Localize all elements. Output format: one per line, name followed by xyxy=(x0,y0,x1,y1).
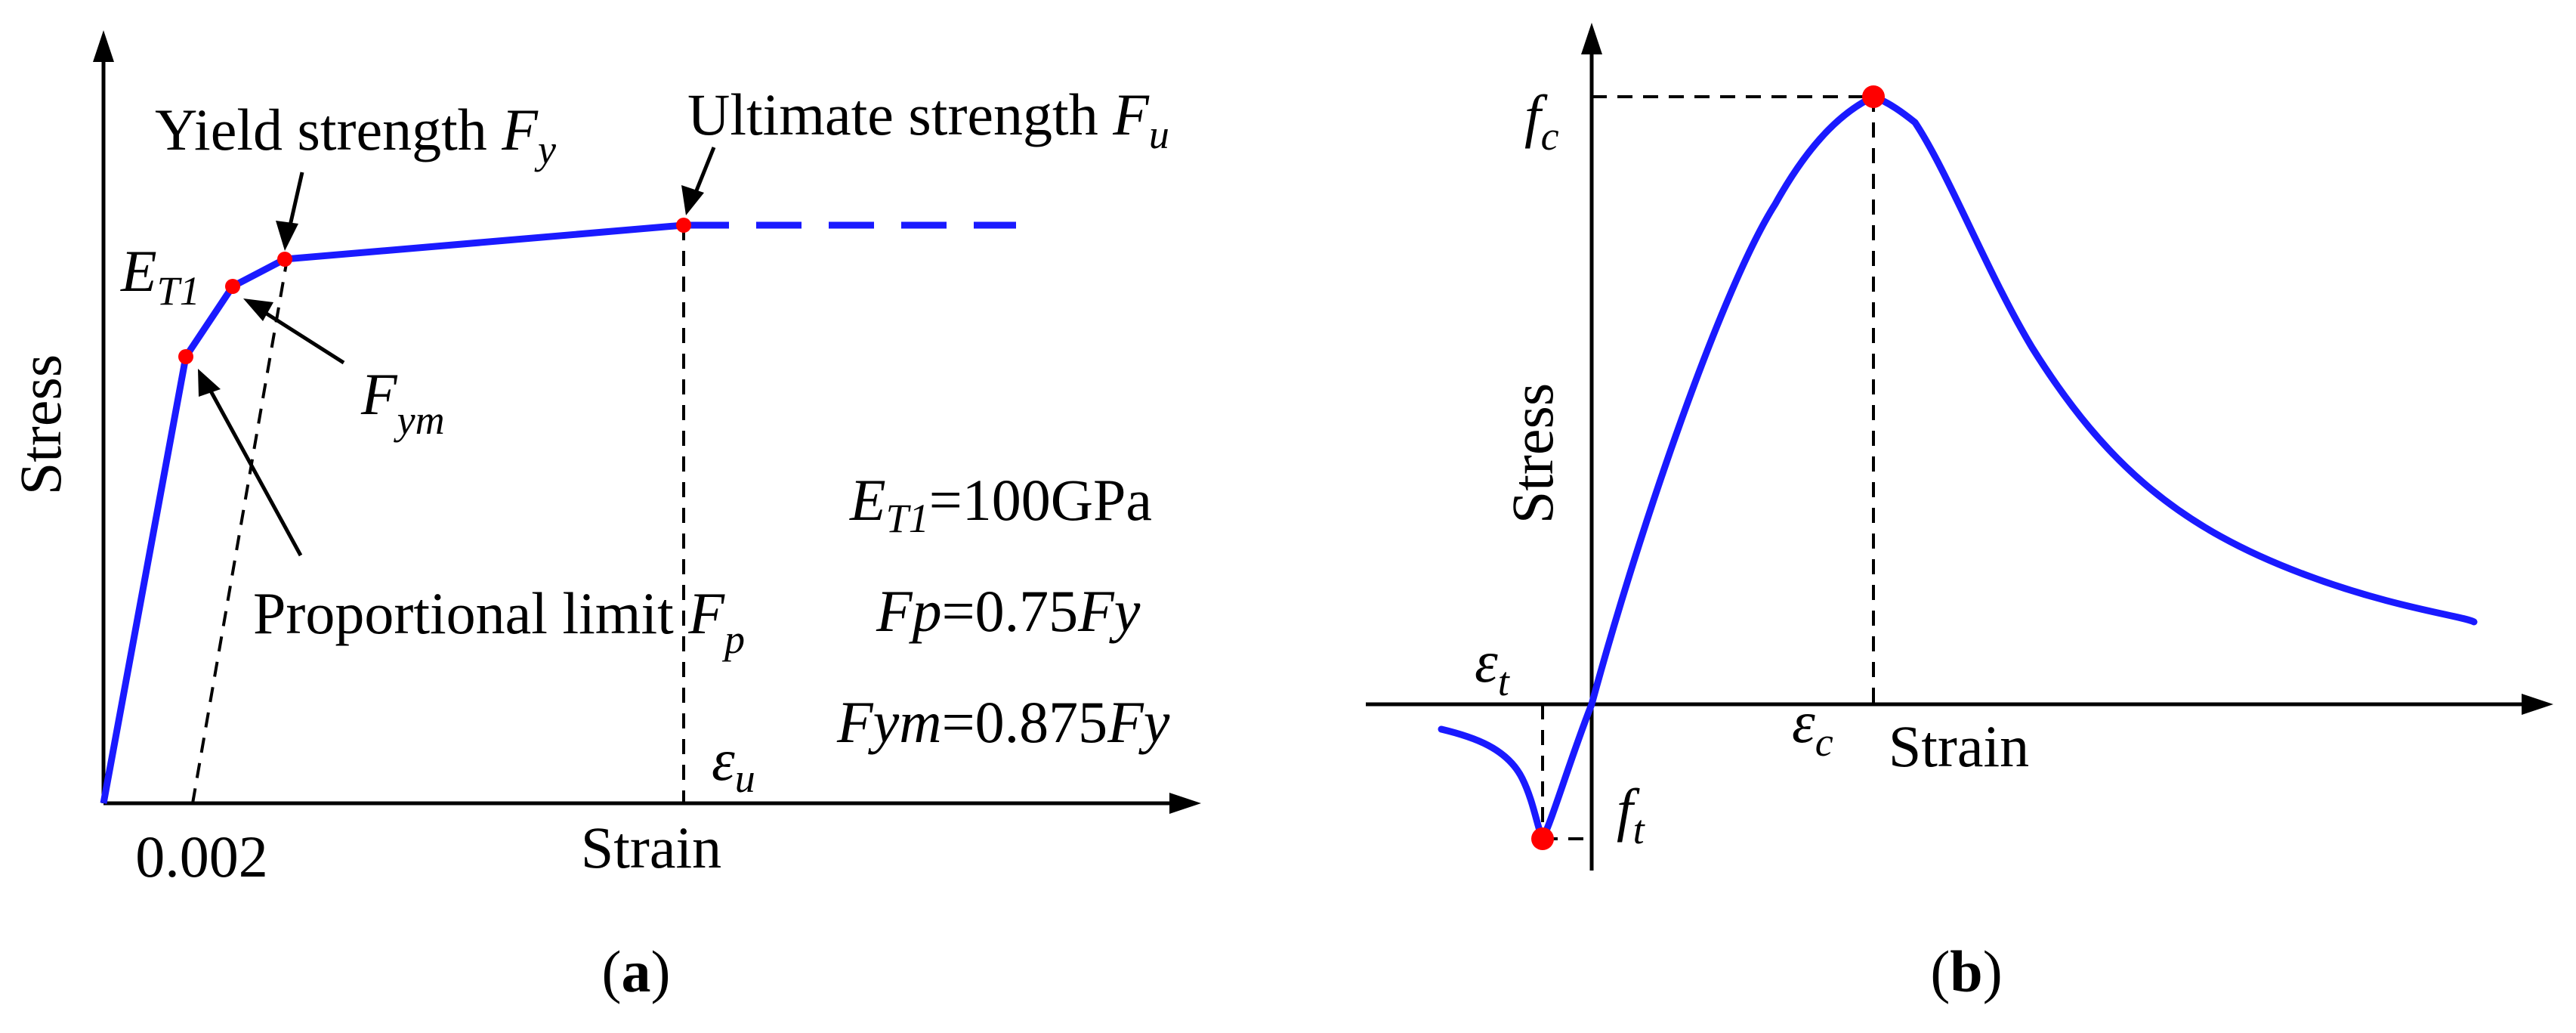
panel-b-y-label: Stress xyxy=(1500,383,1565,524)
proportional-arrow xyxy=(206,385,303,557)
yield-arrow-head xyxy=(276,221,298,251)
panel-b: Stress Strain fc ft εc εt (b) xyxy=(1366,23,2553,1004)
equation-fym: Fym=0.875Fy xyxy=(836,689,1170,755)
proportional-limit-point xyxy=(178,349,193,364)
panel-b-x-arrowhead xyxy=(2522,694,2553,715)
panel-b-caption: (b) xyxy=(1930,939,2002,1004)
panel-a-y-label: Stress xyxy=(8,354,73,495)
panel-b-x-label: Strain xyxy=(1889,713,2029,779)
panel-b-y-arrowhead xyxy=(1581,23,1602,54)
panel-a-y-arrowhead xyxy=(93,30,114,62)
fym-arrow-head xyxy=(243,298,273,321)
equation-fp: Fp=0.75Fy xyxy=(876,578,1141,644)
eps-c-label: εc xyxy=(1792,689,1833,765)
equation-et1: ET1=100GPa xyxy=(849,467,1152,541)
et1-label: ET1 xyxy=(120,238,200,314)
fc-label: fc xyxy=(1524,83,1559,159)
ultimate-strain-label: εu xyxy=(712,727,755,801)
proportional-label: Proportional limit Fp xyxy=(253,580,745,662)
panel-a-caption: (a) xyxy=(602,939,671,1004)
ultimate-point xyxy=(676,218,691,233)
panel-a-x-label: Strain xyxy=(581,815,721,880)
ultimate-arrow-head xyxy=(681,185,704,215)
eps-t-label: εt xyxy=(1475,629,1511,704)
offset-line xyxy=(191,258,289,804)
fym-label: Fym xyxy=(360,361,445,443)
fym-point xyxy=(225,279,240,294)
ft-peak-point xyxy=(1531,827,1554,850)
ultimate-arrow xyxy=(691,147,716,199)
proportional-arrow-head xyxy=(198,369,221,397)
panel-a: Stress Strain 0.002 Yield strength Fy Ul… xyxy=(8,30,1201,1004)
yield-label: Yield strength Fy xyxy=(155,97,556,172)
ft-label: ft xyxy=(1617,777,1646,852)
panel-a-x-arrowhead xyxy=(1169,793,1201,814)
ultimate-label: Ultimate strength Fu xyxy=(687,82,1169,157)
yield-point xyxy=(277,252,292,267)
fc-peak-point xyxy=(1862,85,1885,108)
offset-tick-label: 0.002 xyxy=(135,824,268,889)
fym-arrow xyxy=(259,308,345,365)
